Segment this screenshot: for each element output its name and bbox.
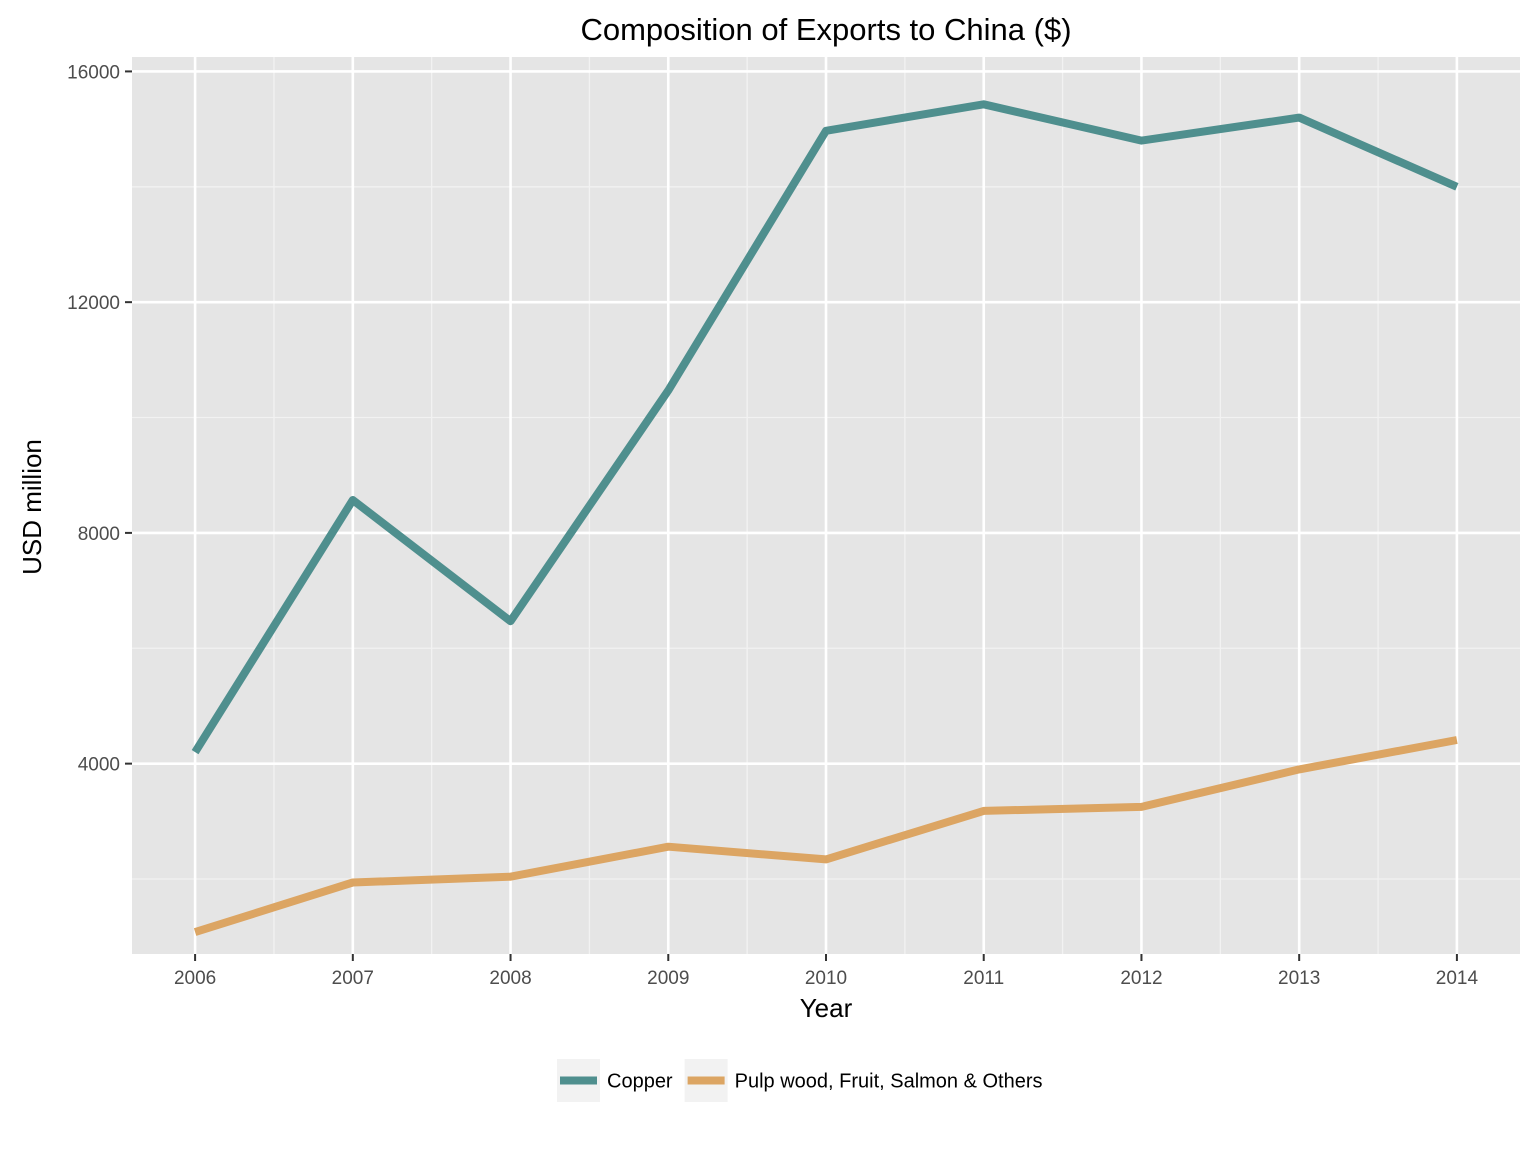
x-axis-title: Year [800,993,853,1023]
legend: Copper Pulp wood, Fruit, Salmon & Others [557,1059,1043,1102]
y-axis: 4000 8000 12000 16000 [67,62,132,776]
x-tick-label: 2006 [174,968,216,989]
x-tick-label: 2007 [332,968,374,989]
legend-label: Copper [607,1071,673,1093]
series-line [193,736,1458,936]
x-tick-label: 2008 [489,968,531,989]
y-tick-label: 16000 [67,62,120,83]
x-tick-label: 2012 [1120,968,1162,989]
y-axis-title: USD million [17,439,47,575]
series-line [191,100,1459,755]
x-tick-label: 2014 [1436,968,1479,989]
y-tick-label: 12000 [67,293,120,314]
legend-item: Copper [557,1059,673,1102]
chart-title: Composition of Exports to China ($) [580,12,1071,47]
x-tick-label: 2009 [647,968,689,989]
x-tick-label: 2011 [963,968,1004,989]
legend-label: Pulp wood, Fruit, Salmon & Others [735,1071,1043,1093]
x-axis: 2006 2007 2008 2009 2010 2011 2012 2013 2014 [174,954,1479,989]
x-tick-label: 2010 [805,968,847,989]
y-tick-label: 4000 [78,755,120,776]
series-layer [191,100,1459,936]
y-tick-label: 8000 [78,524,120,545]
legend-item: Pulp wood, Fruit, Salmon & Others [684,1059,1043,1102]
x-tick-label: 2013 [1278,968,1320,989]
